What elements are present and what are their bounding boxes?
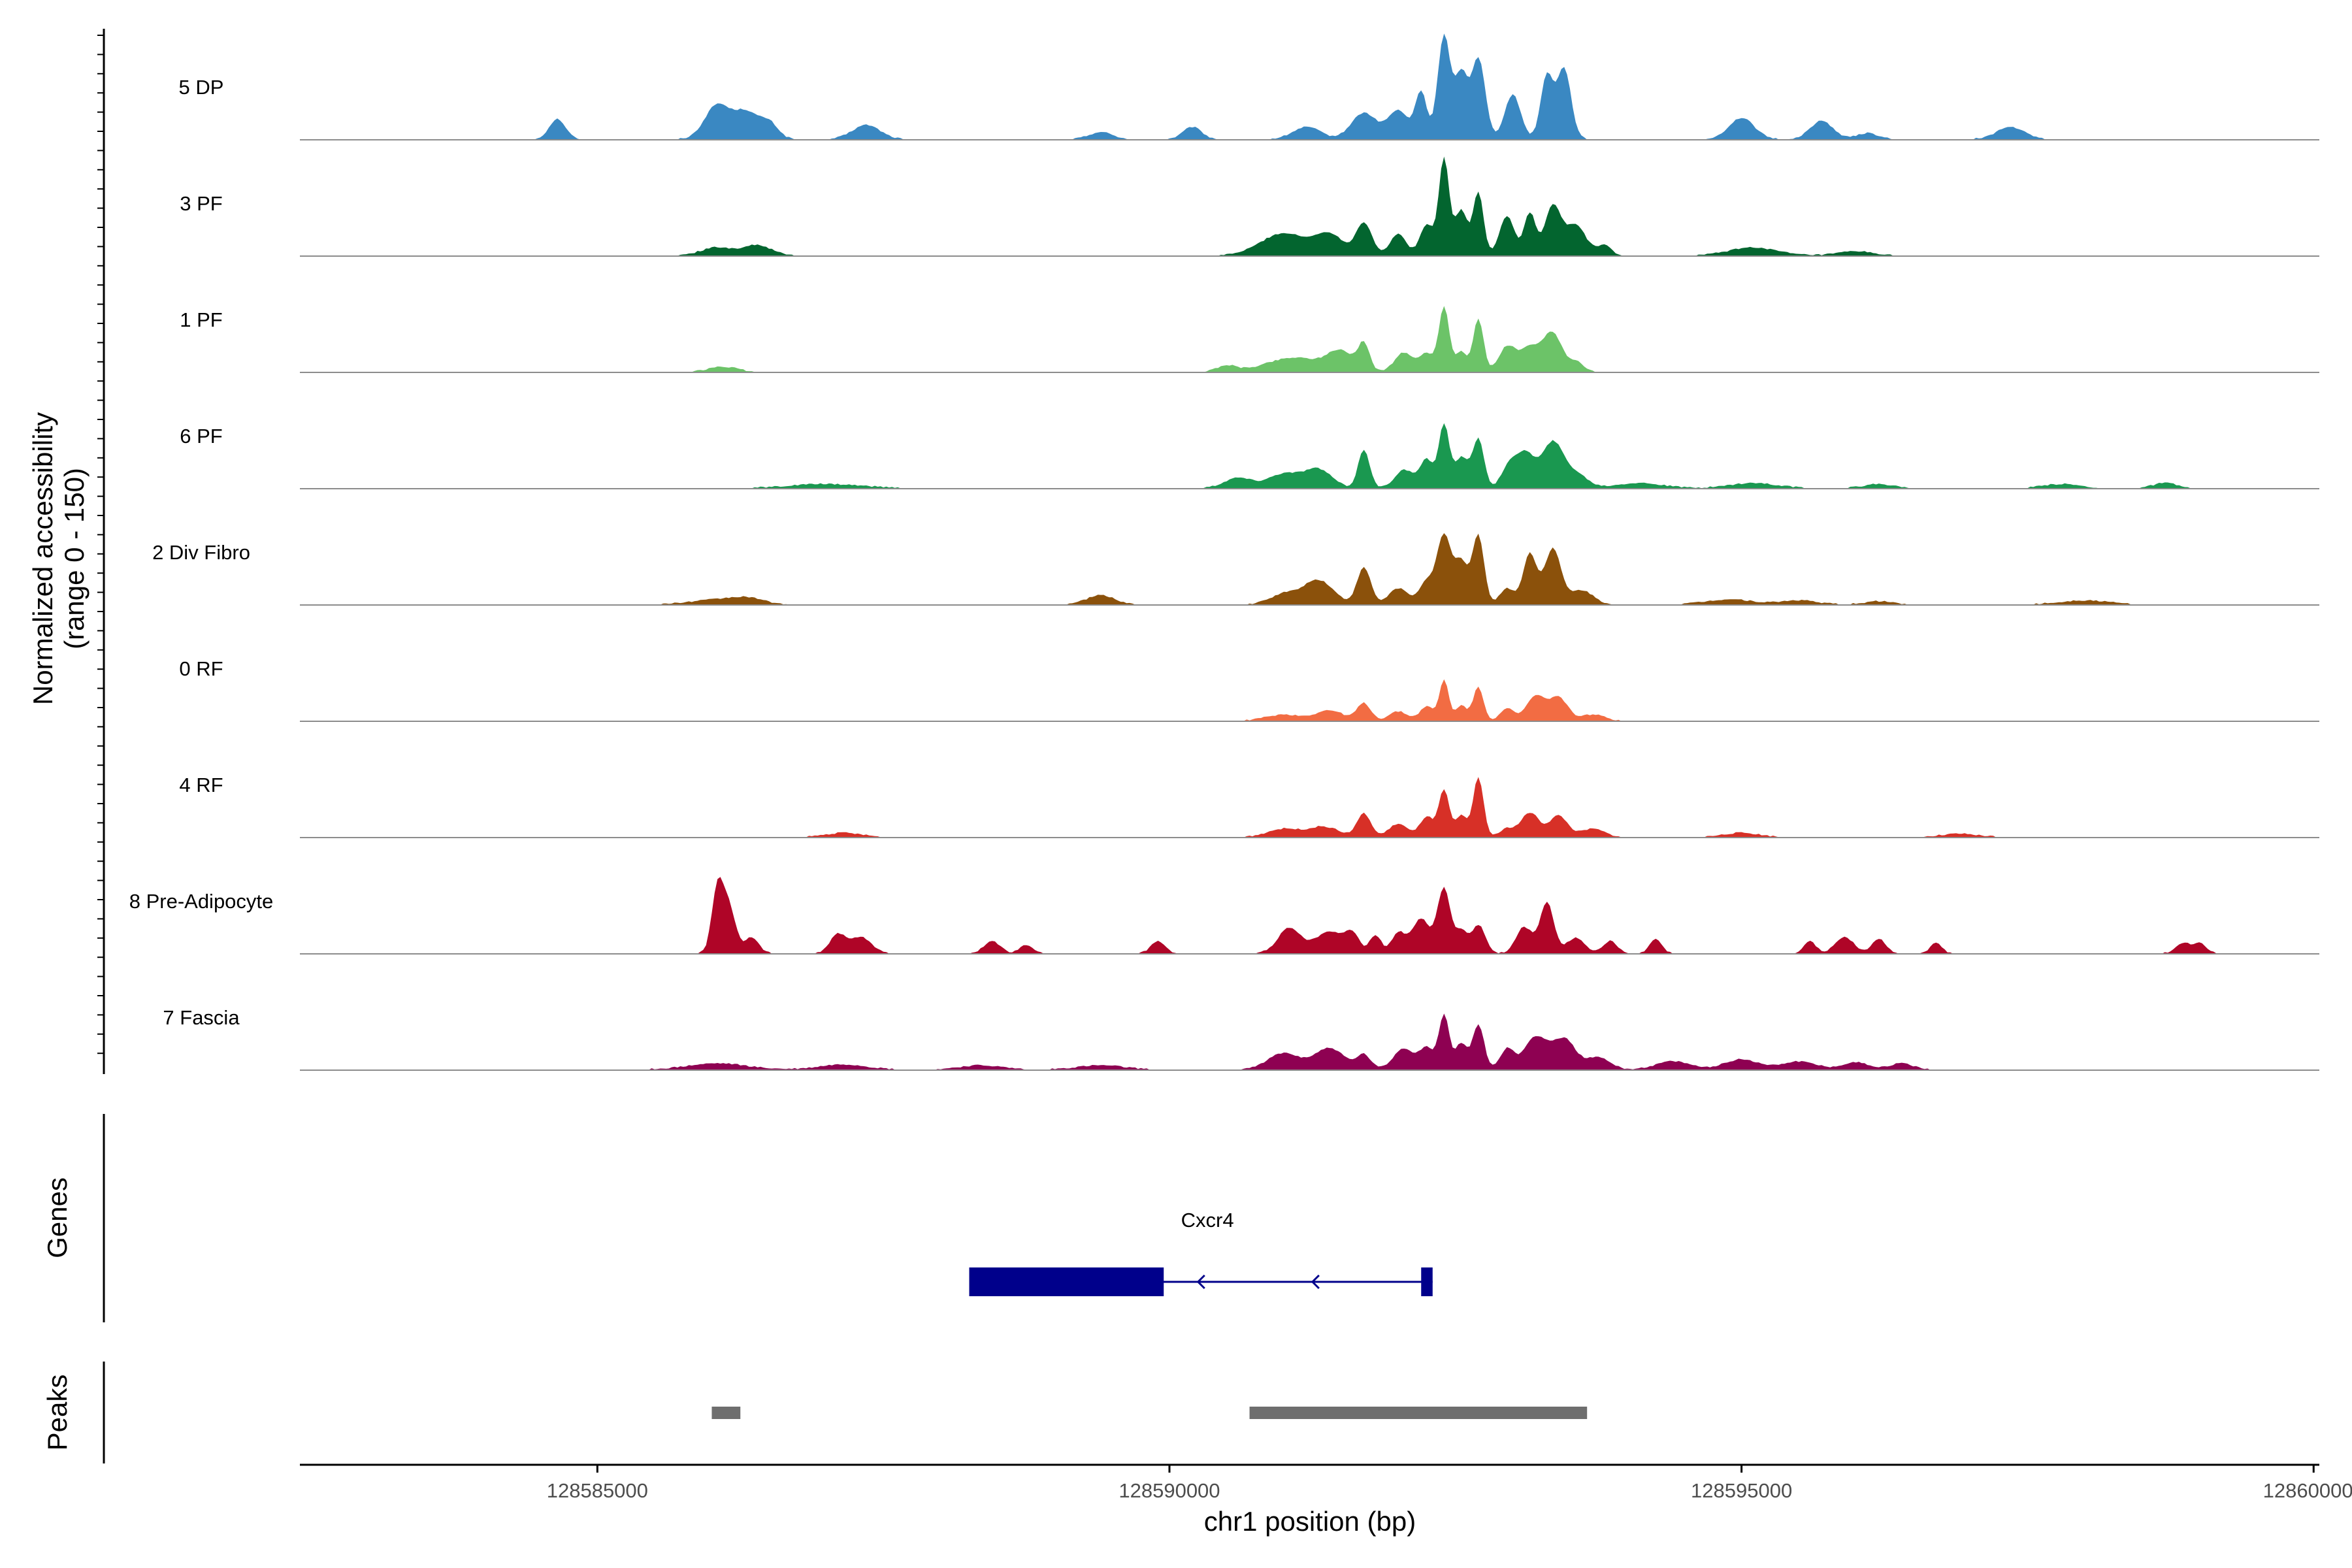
x-axis-ticks: 128585000 128590000 128595000 128600000 [547, 1465, 2352, 1502]
track-area [300, 156, 2319, 256]
x-axis-title: chr1 position (bp) [1204, 1506, 1416, 1537]
track-5-dp: 5 DP [179, 33, 2319, 140]
track-label: 4 RF [179, 774, 223, 796]
track-label: 1 PF [180, 308, 222, 331]
track-3-pf: 3 PF [180, 156, 2319, 257]
x-tick-label: 128590000 [1119, 1479, 1220, 1502]
strand-arrow [1311, 1274, 1320, 1290]
track-area [300, 1013, 2319, 1070]
peak-region [711, 1407, 741, 1419]
gene-exon [969, 1267, 1164, 1296]
x-tick-label: 128585000 [547, 1479, 648, 1502]
gene-exon [1421, 1267, 1433, 1296]
track-area [300, 306, 2319, 372]
track-area [300, 877, 2319, 954]
track-1-pf: 1 PF [180, 306, 2319, 373]
track-7-fascia: 7 Fascia [163, 1006, 2319, 1071]
track-area [300, 679, 2319, 721]
accessibility-tracks: 5 DP 3 PF 1 PF 6 PF 2 Div Fibro 0 RF 4 RF 8 Pre… [129, 33, 2319, 1071]
track-area [300, 777, 2319, 838]
track-label: 5 DP [179, 76, 224, 99]
track-label: 6 PF [180, 425, 222, 448]
track-label: 2 Div Fibro [152, 541, 250, 564]
peaks-label: Peaks [42, 1375, 73, 1451]
x-tick-label: 128600000 [2263, 1479, 2352, 1502]
strand-arrow [1196, 1274, 1205, 1290]
track-area [300, 423, 2319, 489]
y-axis-title-line2: (range 0 - 150) [59, 468, 90, 649]
gene-track: Cxcr4 [969, 1209, 1433, 1296]
track-label: 7 Fascia [163, 1006, 240, 1029]
track-0-rf: 0 RF [179, 657, 2319, 722]
peak-region [1249, 1407, 1588, 1419]
accessibility-y-ticks [97, 35, 104, 1054]
track-6-pf: 6 PF [180, 423, 2319, 489]
track-8-pre-adipocyte: 8 Pre-Adipocyte [129, 877, 2319, 955]
track-2-div-fibro: 2 Div Fibro [152, 533, 2319, 606]
track-label: 3 PF [180, 192, 222, 215]
x-tick-label: 128595000 [1691, 1479, 1792, 1502]
track-4-rf: 4 RF [179, 774, 2319, 838]
track-area [300, 33, 2319, 140]
genes-label: Genes [42, 1177, 73, 1258]
gene-name-label: Cxcr4 [1181, 1209, 1234, 1232]
track-area [300, 533, 2319, 605]
track-label: 8 Pre-Adipocyte [129, 890, 274, 913]
peak-track [711, 1407, 1588, 1419]
track-label: 0 RF [179, 657, 223, 680]
y-axis-title-line1: Normalized accessibility [27, 412, 58, 705]
